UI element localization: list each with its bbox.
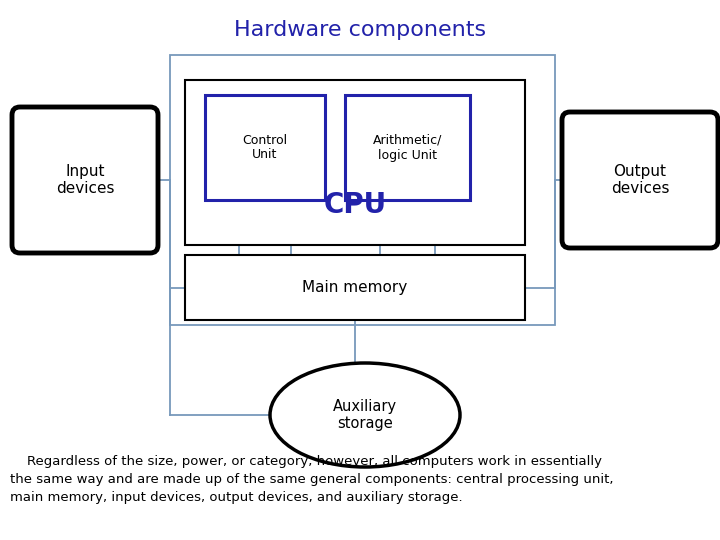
Text: Control
Unit: Control Unit: [243, 133, 287, 161]
Text: Arithmetic/
logic Unit: Arithmetic/ logic Unit: [373, 133, 442, 161]
Text: Output
devices: Output devices: [611, 164, 670, 196]
FancyBboxPatch shape: [185, 80, 525, 245]
Ellipse shape: [270, 363, 460, 467]
Text: Input
devices: Input devices: [55, 164, 114, 196]
Text: Hardware components: Hardware components: [234, 20, 486, 40]
Text: Auxiliary
storage: Auxiliary storage: [333, 399, 397, 431]
FancyBboxPatch shape: [12, 107, 158, 253]
FancyBboxPatch shape: [205, 95, 325, 200]
FancyBboxPatch shape: [185, 255, 525, 320]
FancyBboxPatch shape: [562, 112, 718, 248]
Text: Regardless of the size, power, or category, however, all computers work in essen: Regardless of the size, power, or catego…: [10, 455, 613, 504]
Text: CPU: CPU: [323, 191, 387, 219]
Text: Main memory: Main memory: [302, 280, 408, 295]
FancyBboxPatch shape: [345, 95, 470, 200]
